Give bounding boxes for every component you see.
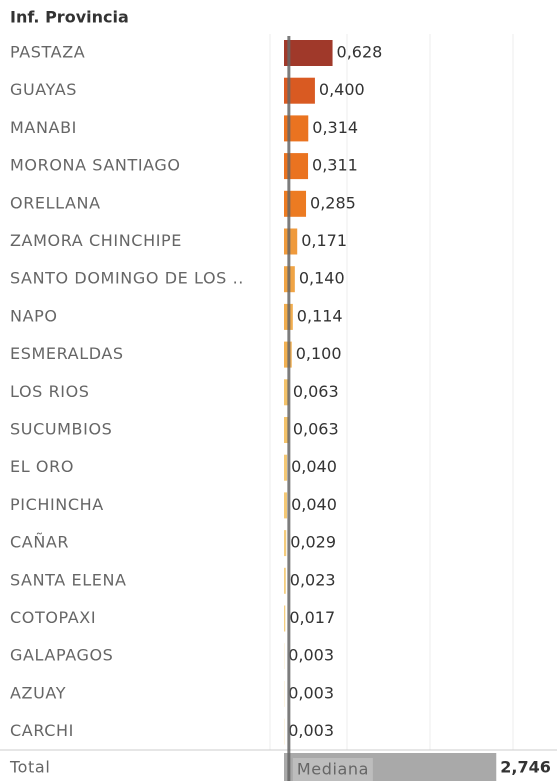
- category-label: SUCUMBIOS: [10, 420, 112, 439]
- value-label: 0,100: [296, 344, 342, 363]
- bar: [284, 605, 286, 632]
- category-label: PASTAZA: [10, 43, 85, 62]
- value-label: 0,140: [299, 269, 345, 288]
- value-label: 0,628: [337, 43, 383, 62]
- bar: [284, 492, 288, 519]
- value-label: 0,063: [293, 382, 339, 401]
- category-label: ZAMORA CHINCHIPE: [10, 231, 182, 250]
- value-label: 0,400: [319, 80, 365, 99]
- category-label: ORELLANA: [10, 193, 101, 212]
- category-label: MANABI: [10, 118, 77, 137]
- category-label: PICHINCHA: [10, 495, 104, 514]
- value-label: 0,171: [301, 231, 347, 250]
- value-label: 0,017: [289, 608, 335, 627]
- category-label: NAPO: [10, 306, 58, 325]
- value-label: 0,040: [291, 457, 337, 476]
- value-label: 0,040: [291, 495, 337, 514]
- category-label: SANTA ELENA: [10, 570, 127, 589]
- category-label: EL ORO: [10, 457, 74, 476]
- category-label: SANTO DOMINGO DE LOS ..: [10, 269, 244, 288]
- category-label: ESMERALDAS: [10, 344, 124, 363]
- chart-title: Inf. Provincia: [10, 8, 129, 27]
- value-label: 0,311: [312, 156, 358, 175]
- bar: [284, 40, 333, 66]
- bar: [284, 567, 286, 594]
- reference-label-bg: [292, 758, 373, 781]
- bar: [284, 417, 289, 443]
- category-label: GALAPAGOS: [10, 646, 113, 665]
- category-label: CARCHI: [10, 721, 74, 740]
- bar: [284, 454, 288, 481]
- category-label: MORONA SANTIAGO: [10, 156, 181, 175]
- category-label: COTOPAXI: [10, 608, 96, 627]
- value-label: 0,029: [290, 533, 336, 552]
- bar: [284, 379, 289, 406]
- total-label: Total: [9, 758, 50, 777]
- bar: [284, 530, 287, 557]
- category-label: AZUAY: [10, 683, 66, 702]
- category-label: LOS RIOS: [10, 382, 90, 401]
- category-label: CAÑAR: [10, 533, 69, 552]
- total-value-label: 2,746: [500, 758, 551, 777]
- value-label: 0,063: [293, 420, 339, 439]
- bar: [284, 190, 307, 217]
- bar: [284, 228, 298, 255]
- value-label: 0,003: [288, 721, 334, 740]
- value-label: 0,003: [288, 683, 334, 702]
- value-label: 0,023: [290, 570, 336, 589]
- value-label: 0,114: [297, 306, 343, 325]
- value-label: 0,285: [310, 193, 356, 212]
- category-label: GUAYAS: [10, 80, 77, 99]
- reference-label: Mediana: [297, 760, 369, 779]
- value-label: 0,314: [312, 118, 358, 137]
- value-label: 0,003: [288, 646, 334, 665]
